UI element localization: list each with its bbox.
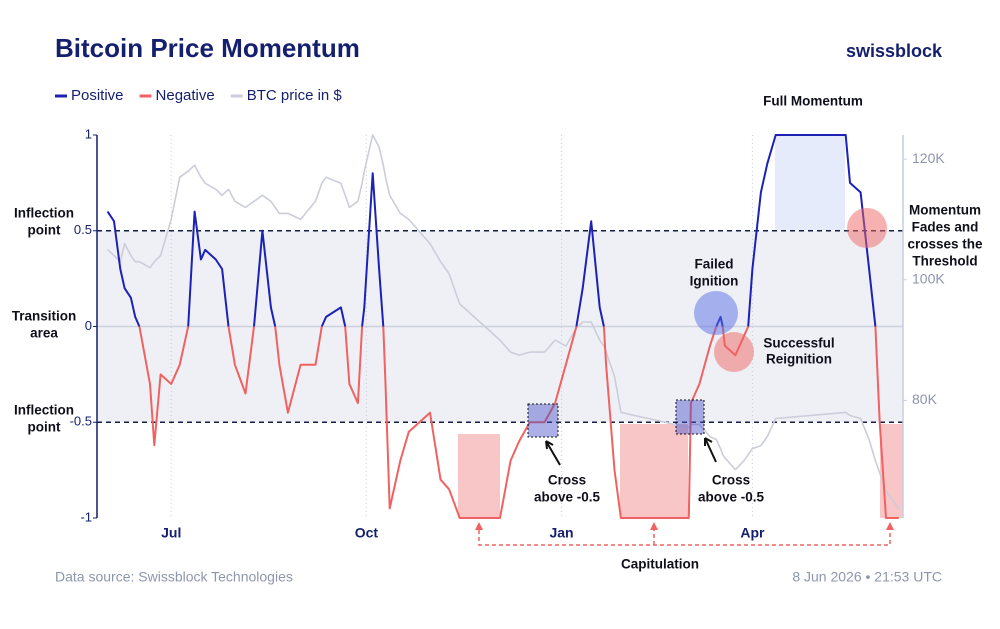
series-line <box>253 229 277 327</box>
series-line <box>602 326 718 519</box>
annotation: Full Momentum <box>763 94 863 109</box>
plot-area <box>93 134 907 519</box>
annotations: Full Momentum Failed Ignition Successful… <box>534 94 983 572</box>
capitulation-bracket <box>478 530 891 546</box>
legend-label: Negative <box>156 87 215 104</box>
series-line <box>107 134 900 510</box>
annotation: Failed <box>694 257 733 272</box>
y-tick-label: 1 <box>85 126 92 141</box>
y2-tick-label: 120K <box>912 150 945 166</box>
cross-box <box>527 403 559 438</box>
annotation-shapes <box>475 208 894 546</box>
series-line <box>874 326 899 519</box>
y-annotation: Transition <box>12 309 77 324</box>
series-line <box>344 326 364 405</box>
x-tick-label: Apr <box>740 525 765 541</box>
y-annotation: area <box>30 326 58 341</box>
timestamp: 8 Jun 2026 • 21:53 UTC <box>792 569 942 585</box>
y-tick-label: 0 <box>85 318 92 333</box>
x-tick-label: Jul <box>161 525 181 541</box>
capitulation-zone <box>620 424 688 518</box>
annotation: Capitulation <box>621 557 699 572</box>
annotation: Fades and <box>912 220 979 235</box>
y-annotation: Inflection <box>14 206 74 221</box>
arrow <box>545 440 561 466</box>
y-annotation: Inflection <box>14 403 74 418</box>
y2-tick-label: 80K <box>912 391 938 407</box>
reignition-marker <box>714 332 754 372</box>
capitulation-arrows <box>475 522 894 530</box>
failed-ignition-marker <box>694 291 738 335</box>
annotation: Cross <box>712 473 750 488</box>
annotation: crosses the <box>907 237 983 252</box>
series-line <box>106 211 141 327</box>
x-tick-label: Jan <box>549 525 573 541</box>
y-tick-label: -1 <box>80 509 92 524</box>
series-line <box>382 326 578 519</box>
series-line <box>274 326 323 414</box>
arrow <box>704 437 717 463</box>
series-line <box>361 172 385 327</box>
y-tick-label: 0.5 <box>74 222 92 237</box>
annotation: Successful <box>763 336 834 351</box>
annotation: Cross <box>548 473 586 488</box>
annotation: above -0.5 <box>698 490 765 505</box>
full-momentum-zone <box>775 135 845 230</box>
y-tick-label: -0.5 <box>70 414 92 429</box>
series-line <box>138 326 190 447</box>
annotation: Ignition <box>690 274 739 289</box>
x-tick-label: Oct <box>355 525 379 541</box>
y-annotations: Inflection point Transition area Inflect… <box>12 206 77 435</box>
annotation: Momentum <box>909 203 981 218</box>
annotation: above -0.5 <box>534 490 601 505</box>
series-line <box>320 306 347 327</box>
y-annotation: point <box>28 223 61 238</box>
capitulation-zone <box>458 434 500 518</box>
chart-title: Bitcoin Price Momentum <box>55 33 360 63</box>
brand: swissblock <box>846 41 943 61</box>
series-line <box>187 210 230 327</box>
capitulation-zone <box>880 424 903 518</box>
cross-box <box>675 399 705 435</box>
y-annotation: point <box>28 420 61 435</box>
y2-tick-label: 100K <box>912 270 945 286</box>
fade-marker <box>847 208 887 248</box>
series-line <box>227 326 255 395</box>
source: Data source: Swissblock Technologies <box>55 569 293 585</box>
legend: Positive Negative BTC price in $ <box>55 87 342 104</box>
annotation: Threshold <box>912 254 977 269</box>
legend-label: Positive <box>71 87 124 104</box>
legend-label: BTC price in $ <box>247 87 343 104</box>
annotation: Reignition <box>766 352 832 367</box>
series-line <box>575 220 605 327</box>
